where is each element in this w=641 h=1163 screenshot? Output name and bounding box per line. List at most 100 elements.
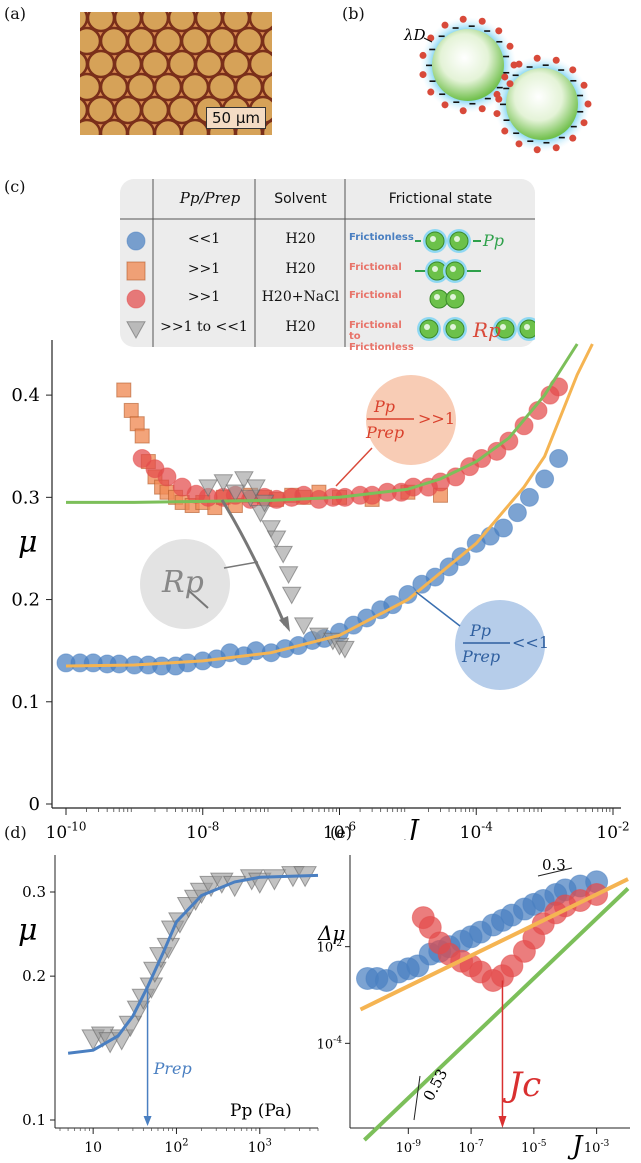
surface-charge bbox=[577, 110, 584, 113]
micro-particle bbox=[167, 95, 197, 125]
c-point bbox=[273, 545, 294, 564]
micro-particle bbox=[80, 72, 102, 102]
d-y-tick-label: 0.3 bbox=[22, 883, 46, 901]
svg-text:Rp: Rp bbox=[472, 318, 501, 342]
cation bbox=[501, 127, 509, 135]
legend-header-solvent: Solvent bbox=[274, 191, 327, 207]
micrograph-particles bbox=[80, 12, 272, 135]
c-point bbox=[225, 484, 246, 503]
cation bbox=[493, 110, 501, 118]
annotation-frictionless-text: Pp Prep <<1 bbox=[461, 621, 549, 666]
legend-marker-3 bbox=[126, 289, 146, 309]
d-prep-label: Prep bbox=[153, 1059, 192, 1078]
surface-charge bbox=[558, 136, 565, 139]
micro-particle bbox=[153, 26, 183, 56]
e-x-label: J bbox=[567, 1131, 584, 1161]
micro-particle bbox=[234, 72, 264, 102]
annotation-frictional-text: Pp Prep >>1 bbox=[365, 397, 455, 442]
micro-particle bbox=[140, 49, 170, 79]
legend-marker-shape bbox=[126, 231, 146, 251]
legend-marker-shape bbox=[126, 289, 146, 309]
c-point bbox=[335, 640, 355, 659]
cation bbox=[419, 71, 427, 79]
particle-left bbox=[420, 17, 516, 113]
micro-particle bbox=[194, 49, 224, 79]
e-x-tick-label: 10-7 bbox=[458, 1139, 484, 1156]
debye-arrow bbox=[423, 37, 433, 43]
c-point bbox=[499, 431, 519, 451]
e-jc-arrowhead bbox=[498, 1116, 507, 1128]
c-y-tick-label: 0.2 bbox=[11, 590, 40, 611]
annotation-fr-rel: >>1 bbox=[418, 409, 455, 428]
micro-particle bbox=[126, 72, 156, 102]
surface-charge bbox=[469, 102, 476, 105]
c-y-label: μ bbox=[18, 525, 38, 560]
surface-charge bbox=[503, 55, 510, 58]
c-point bbox=[398, 584, 418, 604]
cation bbox=[533, 54, 541, 62]
e-slope-label-0: 0.3 bbox=[542, 856, 566, 874]
micro-particle bbox=[113, 49, 143, 79]
micro-particle bbox=[99, 118, 129, 135]
cation bbox=[552, 144, 560, 152]
surface-charge bbox=[503, 71, 510, 74]
c-y-tick-label: 0 bbox=[29, 794, 40, 815]
c-fit-green bbox=[66, 343, 579, 504]
surface-charge bbox=[468, 25, 475, 27]
cation bbox=[515, 60, 523, 68]
micro-particle bbox=[221, 49, 251, 79]
micro-particle bbox=[126, 26, 156, 56]
micro-particle bbox=[86, 95, 116, 125]
cation bbox=[478, 17, 486, 25]
c-point bbox=[213, 474, 234, 493]
cation bbox=[580, 81, 588, 89]
particle-right bbox=[494, 56, 590, 152]
annotation-frictional-bubble bbox=[366, 375, 456, 465]
annotation-fr-den: Prep bbox=[365, 423, 404, 442]
micro-particle bbox=[248, 49, 272, 79]
surface-charge bbox=[577, 94, 584, 97]
micro-particle bbox=[140, 95, 170, 125]
legend-ratio-2: >>1 bbox=[187, 261, 221, 277]
c-point bbox=[281, 586, 302, 605]
particle-illustration: λD bbox=[403, 15, 592, 154]
chart-d: 0.1 0.2 0.3 10 102 103 μ Pp (Pa) Prep bbox=[18, 855, 319, 1156]
c-point bbox=[278, 566, 299, 585]
micro-particle bbox=[86, 49, 116, 79]
c-point bbox=[309, 627, 329, 646]
c-point bbox=[549, 448, 569, 468]
e-x-tick-label: 10-3 bbox=[584, 1139, 610, 1156]
surface-charge bbox=[438, 35, 445, 38]
cation bbox=[506, 42, 514, 50]
svg-text:Pp: Pp bbox=[482, 231, 504, 250]
counterions bbox=[419, 15, 592, 154]
legend-ratio-3: >>1 bbox=[187, 289, 221, 305]
micrograph-image: 50 µm bbox=[80, 12, 272, 135]
c-point bbox=[293, 617, 314, 636]
surface-charge bbox=[558, 69, 565, 71]
cation bbox=[515, 140, 523, 148]
surface-charge bbox=[496, 86, 503, 89]
c-y-tick-label: 0.1 bbox=[11, 692, 40, 713]
legend-solvent-1: H20 bbox=[285, 231, 316, 247]
cation bbox=[493, 90, 501, 98]
c-fit-orange bbox=[65, 343, 594, 668]
cation bbox=[552, 56, 560, 64]
cation bbox=[580, 119, 588, 127]
legend-diagram-3 bbox=[429, 289, 465, 309]
cation bbox=[506, 80, 514, 88]
cation bbox=[441, 101, 449, 109]
c-point bbox=[261, 520, 281, 539]
annotation-fl-rel: <<1 bbox=[512, 633, 549, 652]
cation bbox=[478, 105, 486, 113]
c-x-tick-label: 10-10 bbox=[46, 819, 87, 840]
cation bbox=[569, 66, 577, 74]
annotation-frictional-pointer bbox=[335, 447, 373, 487]
micro-particle bbox=[153, 118, 183, 135]
d-fit-blue bbox=[67, 873, 319, 1055]
c-point bbox=[535, 469, 555, 489]
micro-particle bbox=[207, 26, 237, 56]
surface-charge bbox=[496, 40, 503, 43]
legend-state-2: Frictional bbox=[349, 262, 402, 273]
rp-trend-arrow bbox=[220, 499, 287, 626]
